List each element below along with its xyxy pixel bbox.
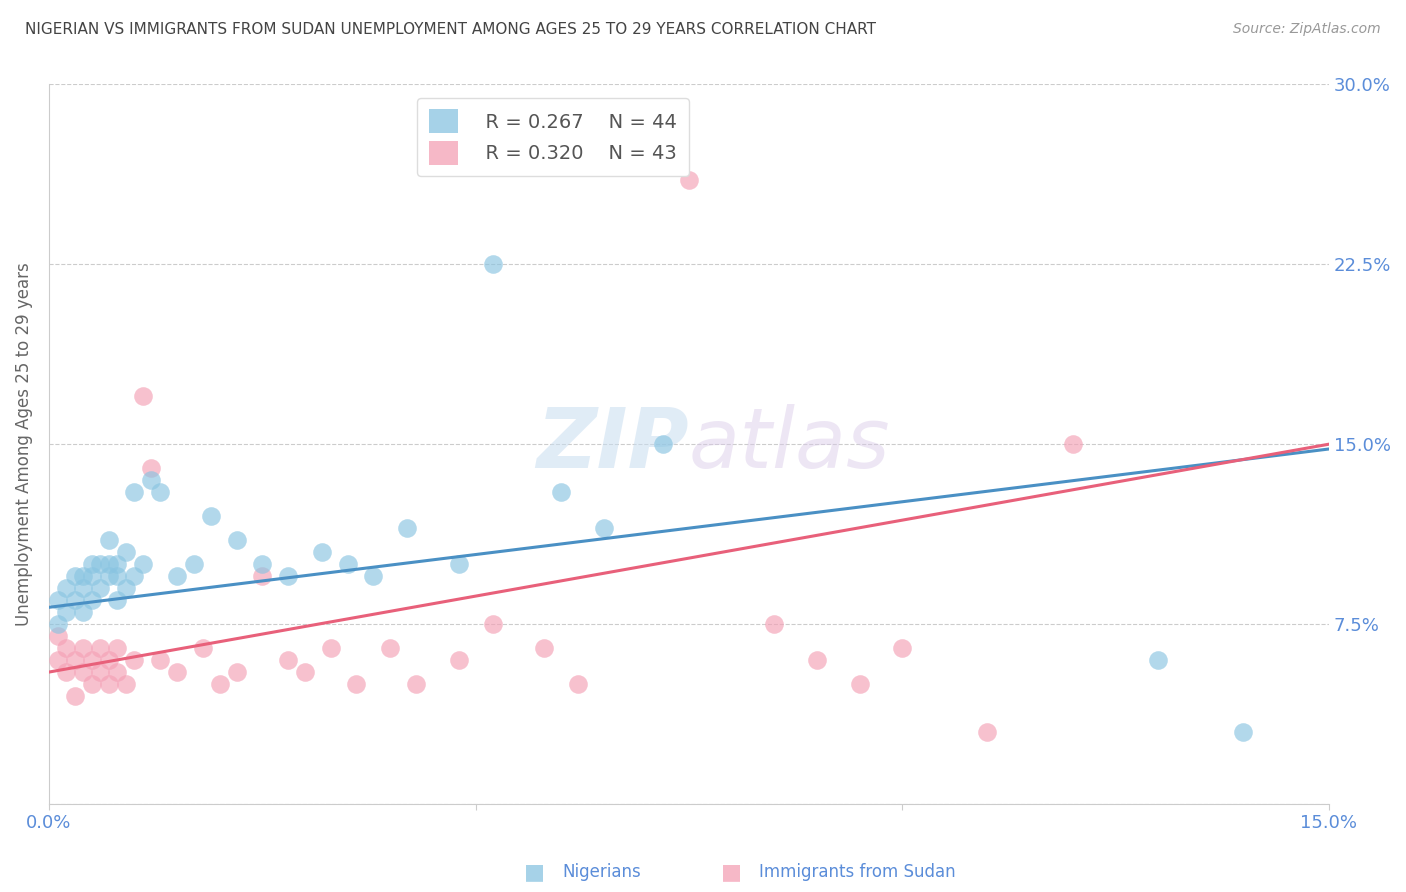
Point xyxy=(481,257,503,271)
Point xyxy=(891,641,914,656)
Point xyxy=(72,605,94,619)
Point xyxy=(80,653,103,667)
Point xyxy=(652,437,675,451)
Point xyxy=(481,617,503,632)
Point xyxy=(80,569,103,583)
Point xyxy=(89,641,111,656)
Text: atlas: atlas xyxy=(689,404,890,484)
Point xyxy=(848,677,870,691)
Y-axis label: Unemployment Among Ages 25 to 29 years: Unemployment Among Ages 25 to 29 years xyxy=(15,262,32,626)
Point xyxy=(105,557,128,571)
Point xyxy=(80,557,103,571)
Point xyxy=(311,545,333,559)
Point xyxy=(976,725,998,739)
Point xyxy=(80,677,103,691)
Point xyxy=(124,569,146,583)
Point xyxy=(63,653,86,667)
Text: ■: ■ xyxy=(524,863,544,882)
Point xyxy=(80,593,103,607)
Point xyxy=(105,569,128,583)
Text: ZIP: ZIP xyxy=(536,404,689,484)
Point xyxy=(97,569,120,583)
Point xyxy=(114,581,136,595)
Point xyxy=(46,653,69,667)
Point xyxy=(344,677,367,691)
Point xyxy=(105,641,128,656)
Point xyxy=(277,653,299,667)
Point xyxy=(72,665,94,679)
Point xyxy=(89,557,111,571)
Point xyxy=(294,665,316,679)
Point xyxy=(763,617,786,632)
Point xyxy=(166,665,188,679)
Point xyxy=(124,653,146,667)
Point xyxy=(97,653,120,667)
Point xyxy=(46,629,69,643)
Point xyxy=(105,593,128,607)
Point xyxy=(97,557,120,571)
Point xyxy=(55,641,77,656)
Point xyxy=(225,665,247,679)
Point xyxy=(447,557,470,571)
Point xyxy=(149,653,172,667)
Point xyxy=(567,677,589,691)
Point xyxy=(89,581,111,595)
Point xyxy=(149,485,172,500)
Point xyxy=(114,545,136,559)
Point xyxy=(55,581,77,595)
Point xyxy=(447,653,470,667)
Point xyxy=(806,653,828,667)
Point xyxy=(46,617,69,632)
Point xyxy=(132,557,155,571)
Point xyxy=(405,677,427,691)
Point xyxy=(208,677,231,691)
Point xyxy=(124,485,146,500)
Point xyxy=(252,557,274,571)
Point xyxy=(396,521,419,535)
Point xyxy=(183,557,205,571)
Text: Immigrants from Sudan: Immigrants from Sudan xyxy=(759,863,956,881)
Point xyxy=(678,173,700,187)
Point xyxy=(72,569,94,583)
Point xyxy=(141,473,163,487)
Point xyxy=(592,521,614,535)
Point xyxy=(1147,653,1170,667)
Point xyxy=(97,533,120,548)
Point xyxy=(336,557,359,571)
Point xyxy=(63,569,86,583)
Point xyxy=(200,509,222,524)
Point xyxy=(1232,725,1254,739)
Legend:   R = 0.267    N = 44,   R = 0.320    N = 43: R = 0.267 N = 44, R = 0.320 N = 43 xyxy=(418,98,689,177)
Point xyxy=(72,641,94,656)
Point xyxy=(63,689,86,703)
Point xyxy=(46,593,69,607)
Text: NIGERIAN VS IMMIGRANTS FROM SUDAN UNEMPLOYMENT AMONG AGES 25 TO 29 YEARS CORRELA: NIGERIAN VS IMMIGRANTS FROM SUDAN UNEMPL… xyxy=(25,22,876,37)
Point xyxy=(550,485,572,500)
Point xyxy=(114,677,136,691)
Point xyxy=(141,461,163,475)
Point xyxy=(72,581,94,595)
Point xyxy=(132,389,155,403)
Point xyxy=(533,641,555,656)
Point xyxy=(319,641,342,656)
Point xyxy=(277,569,299,583)
Text: Nigerians: Nigerians xyxy=(562,863,641,881)
Point xyxy=(105,665,128,679)
Point xyxy=(166,569,188,583)
Text: ■: ■ xyxy=(721,863,741,882)
Point xyxy=(55,665,77,679)
Point xyxy=(97,677,120,691)
Point xyxy=(1062,437,1084,451)
Point xyxy=(225,533,247,548)
Point xyxy=(252,569,274,583)
Point xyxy=(361,569,384,583)
Point xyxy=(63,593,86,607)
Point xyxy=(380,641,402,656)
Point xyxy=(191,641,214,656)
Point xyxy=(89,665,111,679)
Point xyxy=(55,605,77,619)
Text: Source: ZipAtlas.com: Source: ZipAtlas.com xyxy=(1233,22,1381,37)
